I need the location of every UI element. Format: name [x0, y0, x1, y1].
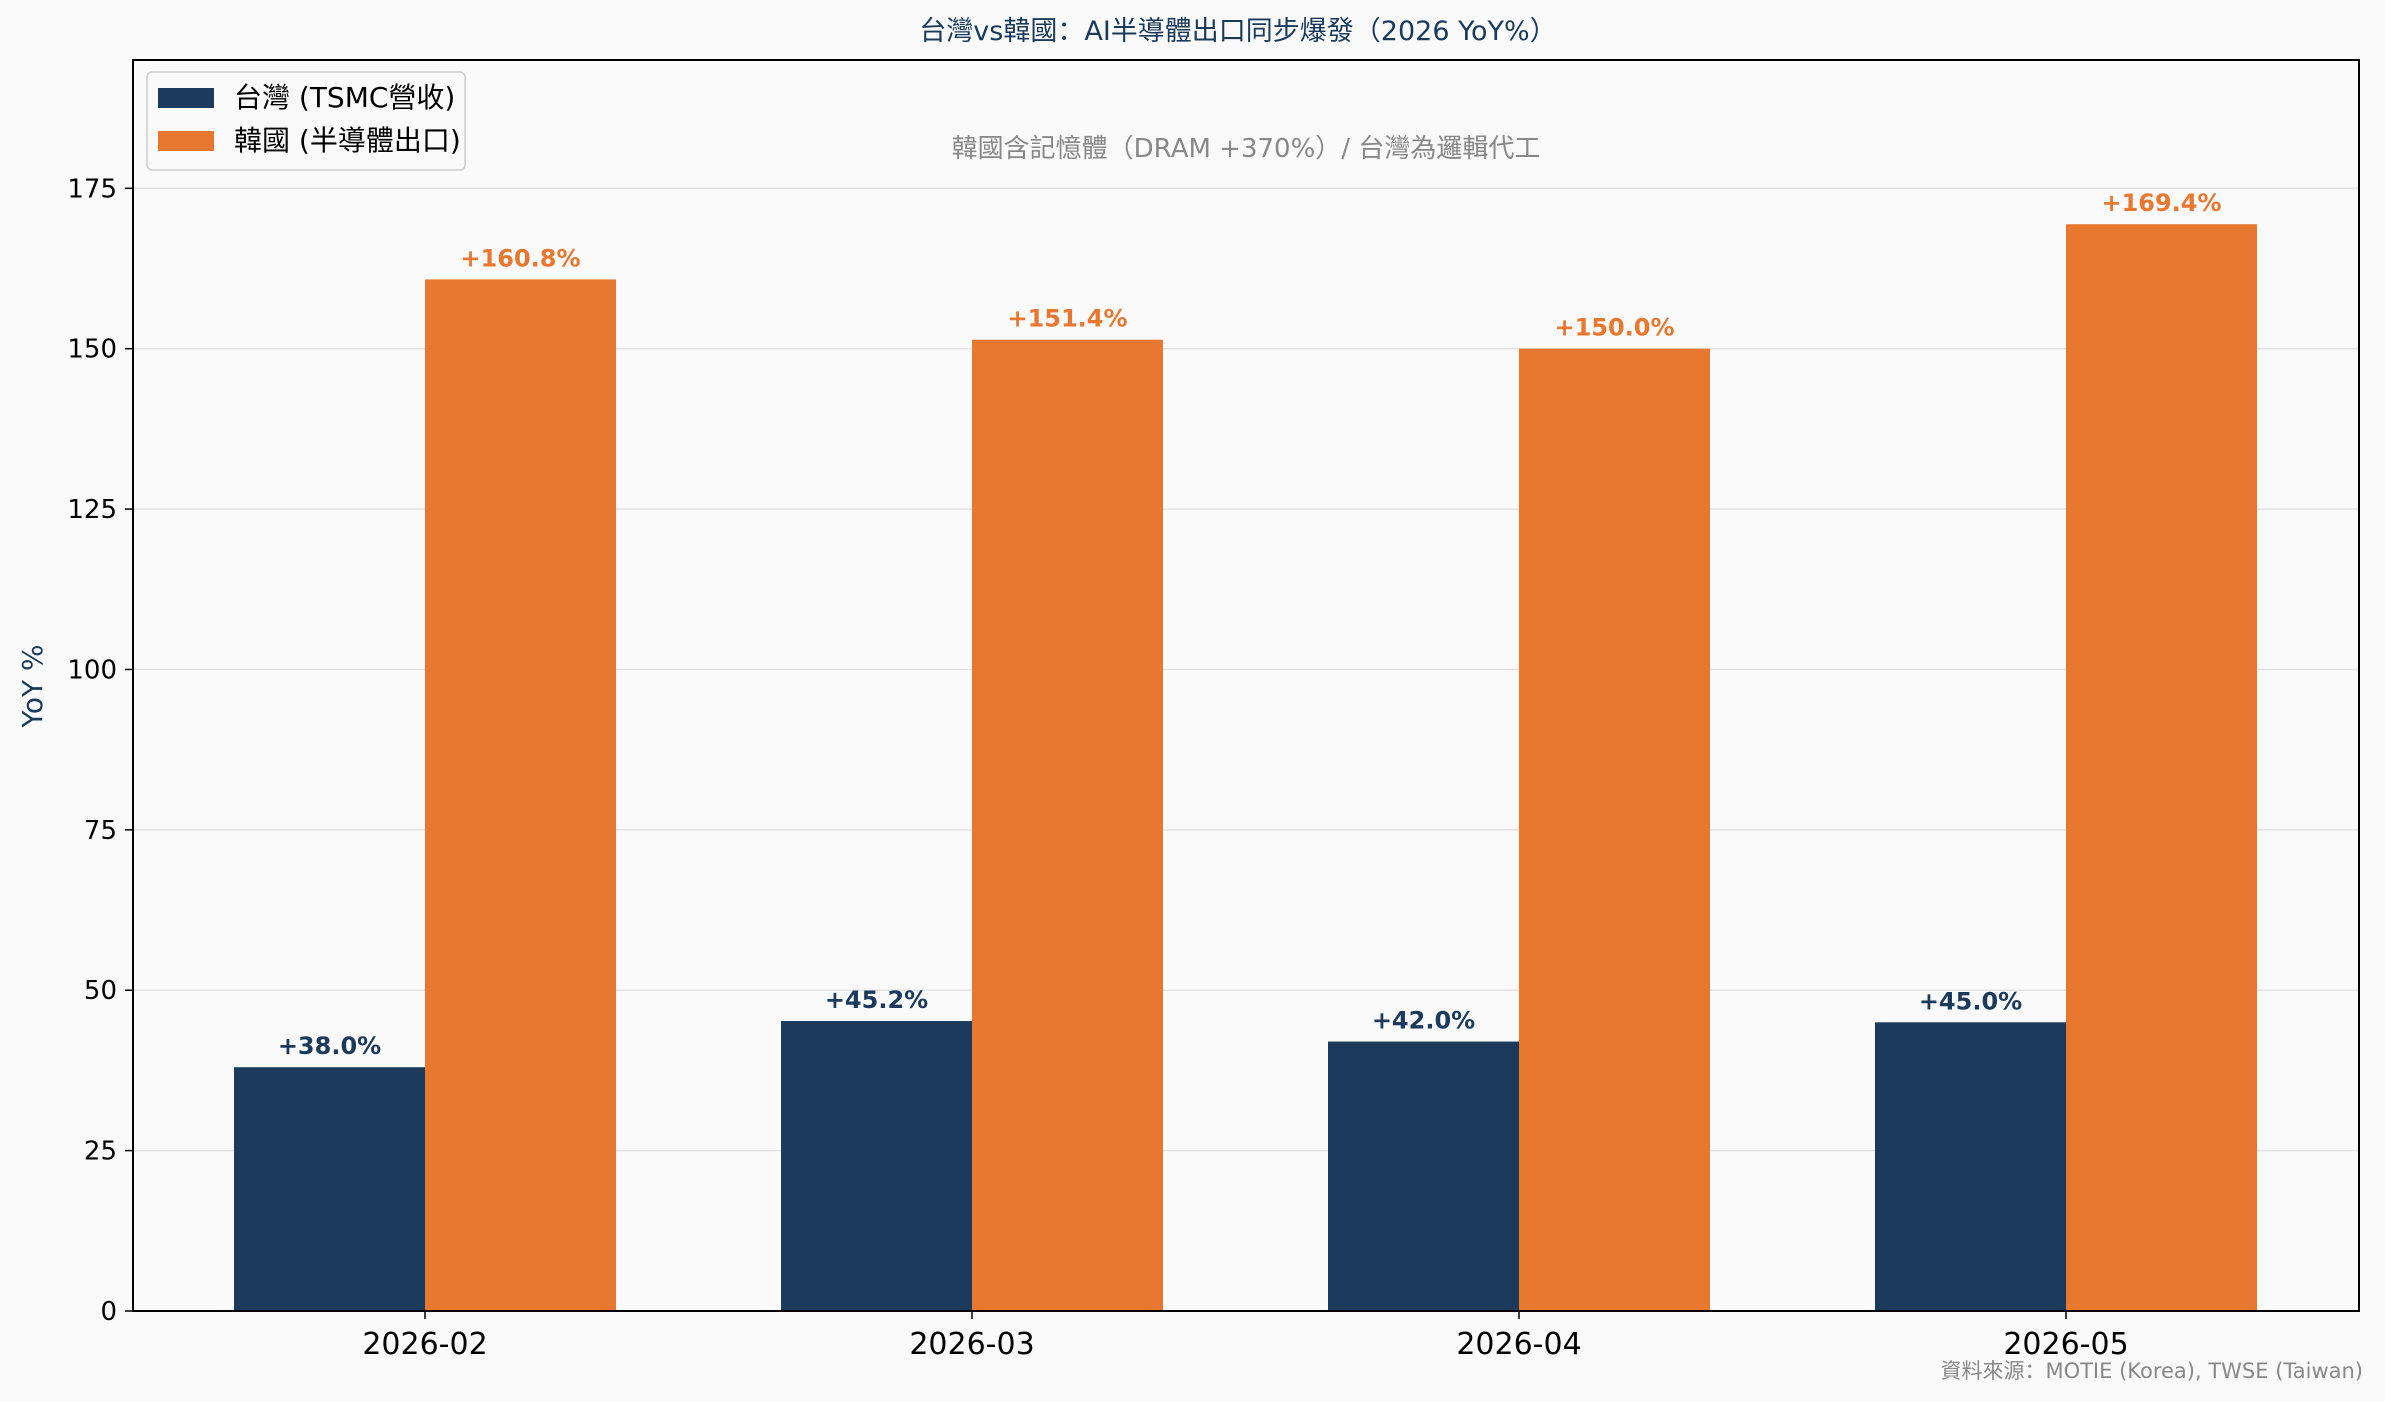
- bar-korea-2026-05: [2066, 224, 2257, 1311]
- bar-label-taiwan-2026-02: +38.0%: [278, 1032, 381, 1060]
- y-tick-label: 175: [67, 174, 117, 204]
- y-tick-label: 125: [67, 495, 117, 525]
- x-tick-label: 2026-02: [362, 1327, 487, 1362]
- bar-label-taiwan-2026-05: +45.0%: [1919, 987, 2022, 1015]
- x-tick-label: 2026-04: [1456, 1327, 1581, 1362]
- y-tick-label: 75: [84, 816, 117, 846]
- plot-frame: [132, 59, 2360, 1312]
- y-tick-label: 50: [84, 976, 117, 1006]
- y-tick-label: 25: [84, 1137, 117, 1167]
- bars: [234, 224, 2257, 1312]
- bar-label-korea-2026-02: +160.8%: [460, 244, 580, 272]
- bar-taiwan-2026-02: [234, 1067, 425, 1311]
- bar-korea-2026-04: [1519, 348, 1710, 1311]
- bar-taiwan-2026-03: [781, 1021, 972, 1311]
- legend-box: [146, 71, 466, 171]
- bar-label-taiwan-2026-04: +42.0%: [1372, 1007, 1475, 1035]
- chart-title: 台灣vs韓國：AI半導體出口同步爆發（2026 YoY%）: [919, 16, 1556, 47]
- source-note: 資料來源：MOTIE (Korea), TWSE (Taiwan): [1940, 1359, 2363, 1383]
- x-tick-label: 2026-05: [2003, 1327, 2128, 1362]
- axes: 0 25 50 75 100 125 150 175 2026-02 2026-03 2026-04…: [67, 59, 2360, 1362]
- bar-korea-2026-02: [425, 279, 616, 1312]
- legend-label-korea: 韓國 (半導體出口): [234, 124, 461, 157]
- legend-label-taiwan: 台灣 (TSMC營收): [234, 81, 455, 114]
- y-tick-label: 0: [100, 1297, 117, 1327]
- legend-swatch-korea: [158, 131, 214, 151]
- bar-label-taiwan-2026-03: +45.2%: [825, 986, 928, 1014]
- legend-swatch-taiwan: [158, 88, 214, 108]
- bar-value-labels: +38.0% +160.8% +45.2% +151.4% +42.0% +150.0% +…: [278, 189, 2222, 1060]
- chart-subtitle: 韓國含記憶體（DRAM +370%）/ 台灣為邏輯代工: [952, 134, 1541, 164]
- x-tick-label: 2026-03: [909, 1327, 1034, 1362]
- y-axis-label: YoY %: [16, 644, 49, 728]
- bar-korea-2026-03: [972, 339, 1163, 1311]
- bar-taiwan-2026-05: [1875, 1022, 2066, 1311]
- bar-label-korea-2026-04: +150.0%: [1554, 314, 1674, 342]
- bar-label-korea-2026-05: +169.4%: [2101, 189, 2221, 217]
- chart-legend: 台灣 (TSMC營收) 韓國 (半導體出口): [146, 71, 466, 171]
- y-tick-label: 150: [67, 335, 117, 365]
- bar-taiwan-2026-04: [1328, 1041, 1519, 1311]
- bar-label-korea-2026-03: +151.4%: [1007, 305, 1127, 333]
- y-tick-label: 100: [67, 655, 117, 685]
